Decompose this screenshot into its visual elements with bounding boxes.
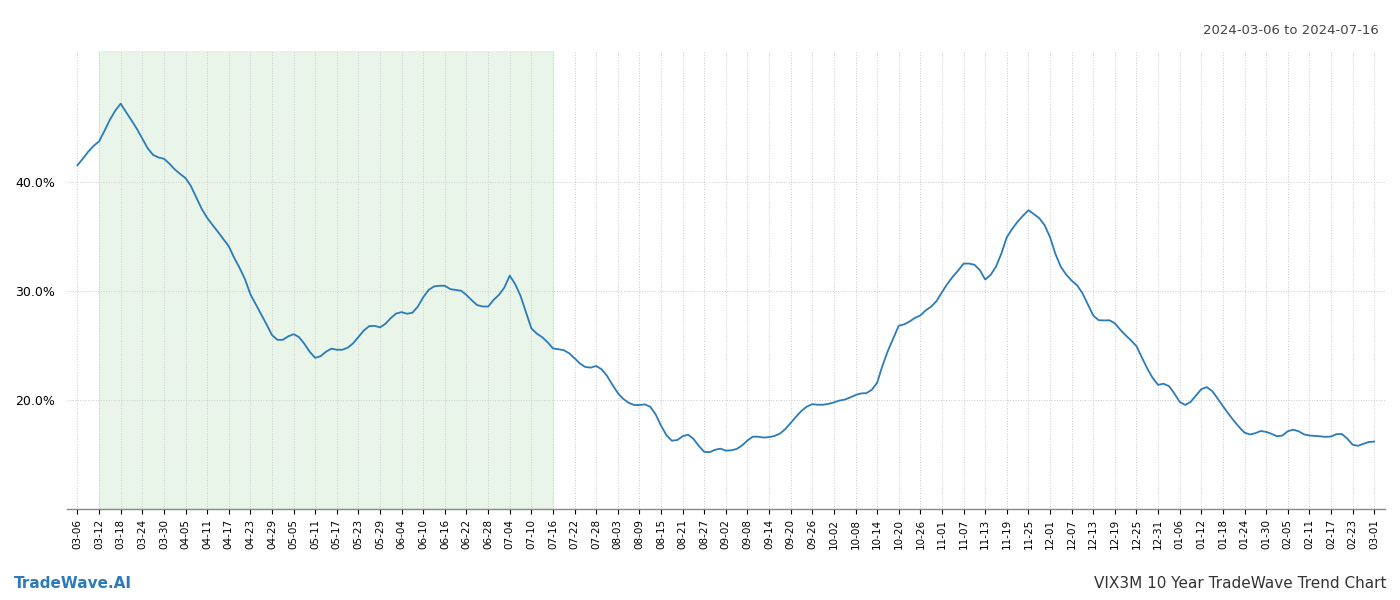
Text: TradeWave.AI: TradeWave.AI bbox=[14, 576, 132, 591]
Text: VIX3M 10 Year TradeWave Trend Chart: VIX3M 10 Year TradeWave Trend Chart bbox=[1093, 576, 1386, 591]
Text: 2024-03-06 to 2024-07-16: 2024-03-06 to 2024-07-16 bbox=[1203, 24, 1379, 37]
Bar bbox=[99, 51, 553, 509]
